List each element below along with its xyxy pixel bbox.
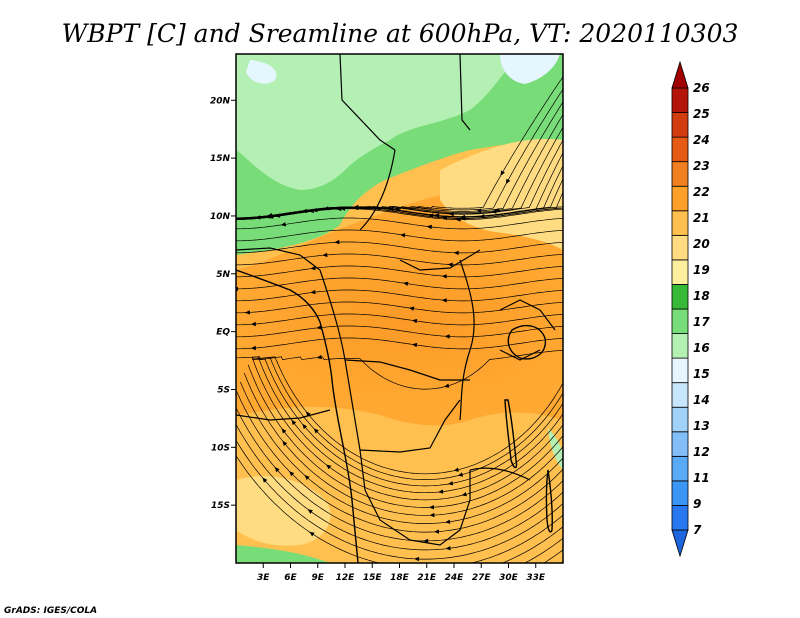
colorbar-bottom-triangle bbox=[672, 530, 688, 556]
colorbar: 26 25 24 23 22 21 20 19 18 17 16 15 14 13 12 11 9 7 bbox=[672, 62, 710, 556]
colorbar-label: 15 bbox=[693, 367, 710, 381]
colorbar-swatch bbox=[672, 211, 688, 236]
colorbar-label: 20 bbox=[693, 237, 710, 251]
y-tick-label: 10N bbox=[210, 212, 231, 222]
x-tick-label: 21E bbox=[417, 573, 437, 583]
colorbar-swatch bbox=[672, 284, 688, 309]
colorbar-label: 18 bbox=[693, 289, 710, 303]
colorbar-swatch bbox=[672, 383, 688, 408]
streamline-arrow bbox=[446, 565, 451, 569]
colorbar-label: 14 bbox=[693, 393, 710, 407]
y-tick-label: 15S bbox=[211, 501, 230, 511]
map-panel bbox=[226, 54, 590, 573]
x-tick-label: 24E bbox=[445, 573, 465, 583]
colorbar-swatch bbox=[672, 113, 688, 138]
colorbar-swatch bbox=[672, 309, 688, 334]
y-tick-label: 15N bbox=[210, 154, 231, 164]
x-tick-label: 30E bbox=[499, 573, 519, 583]
y-tick-label: 10S bbox=[211, 443, 230, 453]
colorbar-label: 24 bbox=[693, 133, 710, 147]
colorbar-label: 22 bbox=[693, 185, 710, 199]
x-axis-ticks: 3E 6E 9E 12E 15E 18E 21E 24E 27E 30E 33E bbox=[257, 563, 546, 583]
x-tick-label: 3E bbox=[257, 573, 270, 583]
x-tick-label: 12E bbox=[336, 573, 356, 583]
colorbar-label: 7 bbox=[693, 523, 702, 537]
x-tick-label: 18E bbox=[390, 573, 410, 583]
y-tick-label: 20N bbox=[210, 96, 231, 106]
colorbar-swatch bbox=[672, 162, 688, 187]
y-tick-label: 5S bbox=[217, 385, 230, 395]
colorbar-label: 17 bbox=[693, 315, 710, 329]
colorbar-swatch bbox=[672, 137, 688, 162]
colorbar-swatch bbox=[672, 186, 688, 211]
colorbar-swatch bbox=[672, 432, 688, 457]
colorbar-label: 13 bbox=[693, 419, 710, 433]
x-tick-label: 9E bbox=[312, 573, 325, 583]
colorbar-label: 11 bbox=[693, 471, 710, 485]
colorbar-label: 25 bbox=[693, 107, 710, 121]
colorbar-top-triangle bbox=[672, 62, 688, 88]
x-tick-label: 27E bbox=[472, 573, 492, 583]
colorbar-swatch bbox=[672, 260, 688, 285]
colorbar-swatch bbox=[672, 407, 688, 432]
colorbar-label: 21 bbox=[693, 211, 710, 225]
colorbar-label: 19 bbox=[693, 263, 710, 277]
y-tick-label: EQ bbox=[216, 328, 230, 338]
colorbar-label: 9 bbox=[693, 497, 701, 511]
grads-credit: GrADS: IGES/COLA bbox=[4, 606, 97, 616]
colorbar-swatch bbox=[672, 456, 688, 481]
colorbar-label: 16 bbox=[693, 341, 710, 355]
streamline-arrow bbox=[227, 239, 232, 243]
chart-title: WBPT [C] and Sreamline at 600hPa, VT: 20… bbox=[62, 19, 739, 48]
colorbar-label: 23 bbox=[693, 159, 710, 173]
y-axis-ticks: 20N 15N 10N 5N EQ 5S 10S 15S bbox=[210, 96, 236, 511]
colorbar-swatch bbox=[672, 88, 688, 113]
colorbar-label: 12 bbox=[693, 445, 710, 459]
y-tick-label: 5N bbox=[216, 270, 230, 280]
colorbar-swatch bbox=[672, 358, 688, 383]
x-tick-label: 15E bbox=[363, 573, 383, 583]
x-tick-label: 33E bbox=[526, 573, 546, 583]
colorbar-swatch bbox=[672, 235, 688, 260]
colorbar-swatch bbox=[672, 505, 688, 530]
colorbar-swatch bbox=[672, 334, 688, 359]
x-tick-label: 6E bbox=[284, 573, 297, 583]
colorbar-swatch bbox=[672, 481, 688, 506]
colorbar-label: 26 bbox=[693, 81, 710, 95]
